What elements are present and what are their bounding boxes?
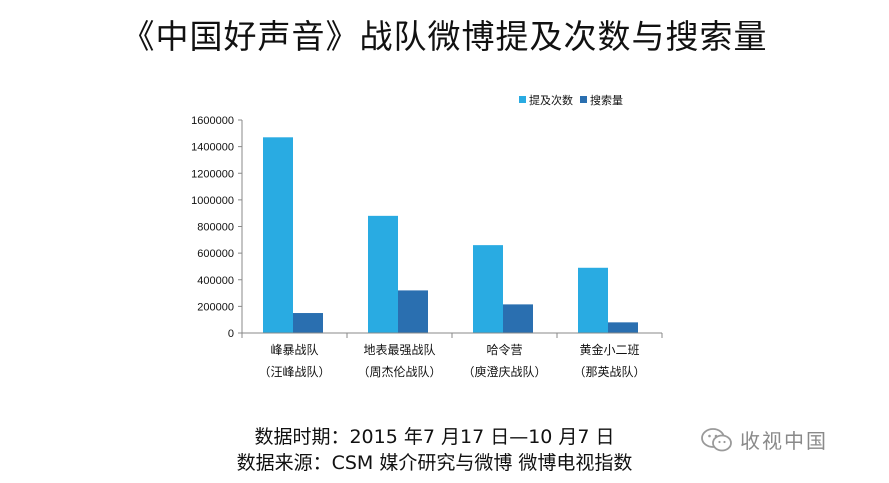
bar-searches xyxy=(608,322,638,333)
y-tick-label: 600000 xyxy=(197,248,234,260)
x-subcategory-label: （那英战队） xyxy=(573,364,645,379)
x-axis: 峰暴战队 （汪峰战队） 地表最强战队 （周杰伦战队） 哈令营 （庾澄庆战队） 黄金小二班 （那… xyxy=(241,332,663,379)
bars xyxy=(263,137,638,333)
bar-mentions xyxy=(368,215,398,333)
y-tick-label: 200000 xyxy=(197,301,234,313)
y-tick-label: 0 xyxy=(228,328,234,340)
x-category-label: 黄金小二班 xyxy=(579,342,639,357)
x-subcategory-label: （周杰伦战队） xyxy=(357,364,441,379)
legend: 提及次数 搜索量 xyxy=(519,93,623,107)
y-tick-label: 1600000 xyxy=(191,115,234,127)
x-category-label: 峰暴战队 xyxy=(270,342,318,357)
watermark-text: 收视中国 xyxy=(740,429,828,453)
x-category-label: 哈令营 xyxy=(486,342,522,357)
legend-swatch xyxy=(580,96,587,103)
legend-label: 提及次数 xyxy=(529,93,573,107)
x-subcategory-label: （汪峰战队） xyxy=(258,364,330,379)
y-axis: 0 200000 400000 600000 800000 1000000 1200000 1… xyxy=(191,115,243,340)
page-title: 《中国好声音》战队微博提及次数与搜索量 xyxy=(121,17,768,56)
legend-label: 搜索量 xyxy=(590,93,623,107)
bar-searches xyxy=(293,313,323,333)
data-source-note: 数据来源：CSM 媒介研究与微博 微博电视指数 xyxy=(236,452,633,474)
bar-mentions xyxy=(473,245,503,333)
x-subcategory-label: （庾澄庆战队） xyxy=(462,364,546,379)
y-tick-label: 1200000 xyxy=(191,168,234,180)
y-tick-label: 400000 xyxy=(197,275,234,287)
y-tick-label: 1400000 xyxy=(191,142,234,154)
bar-mentions xyxy=(578,267,608,333)
wechat-icon xyxy=(701,427,732,451)
watermark: 收视中国 xyxy=(700,425,828,454)
data-period-note: 数据时期：2015 年7 月17 日—10 月7 日 xyxy=(254,426,615,448)
y-tick-label: 800000 xyxy=(197,222,234,234)
x-category-label: 地表最强战队 xyxy=(363,342,435,357)
y-tick-label: 1000000 xyxy=(191,195,234,207)
bar-searches xyxy=(503,304,533,333)
bar-mentions xyxy=(263,137,293,333)
bar-searches xyxy=(398,290,428,333)
legend-swatch xyxy=(519,96,526,103)
bar-chart: 0 200000 400000 600000 800000 1000000 1200000 1… xyxy=(191,93,663,379)
